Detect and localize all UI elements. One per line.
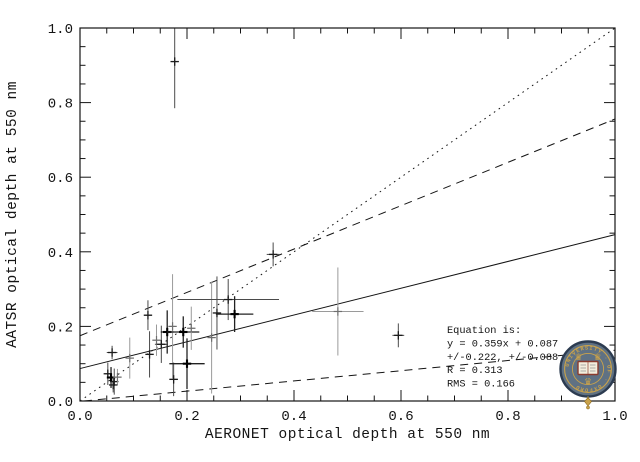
x-tick-label: 0.0 <box>67 409 92 425</box>
y-tick-label: 0.8 <box>48 97 73 113</box>
equation-annotation-line: Equation is: <box>447 325 521 337</box>
crest-crown-icon: ♛ <box>584 378 592 388</box>
crest-gold-ring-inner <box>571 352 605 386</box>
crest-tassel-icon <box>584 396 592 410</box>
y-tick-label: 1.0 <box>48 22 73 38</box>
x-tick-label: 0.8 <box>495 409 520 425</box>
crest-crown-icon: ♛ <box>574 353 582 363</box>
fit-lower-bound <box>83 349 616 402</box>
y-tick-label: 0.2 <box>48 320 73 336</box>
x-tick-label: 0.4 <box>281 409 306 425</box>
x-axis-title: AERONET optical depth at 550 nm <box>205 427 490 443</box>
y-tick-label: 0.0 <box>48 395 73 411</box>
equation-annotation-line: R = 0.313 <box>447 365 503 377</box>
equation-annotation-line: +/-0.222, +/-0.088 <box>447 352 558 364</box>
equation-annotation-line: RMS = 0.166 <box>447 379 515 391</box>
x-tick-label: 0.2 <box>174 409 199 425</box>
fit-upper-bound <box>79 118 616 337</box>
linear-fit <box>79 234 616 370</box>
y-tick-label: 0.4 <box>48 246 73 262</box>
oxford-crest-logo: UNIVERSITY · OF · OXFORD ♛ ♛ ♛ <box>559 340 617 410</box>
y-tick-label: 0.6 <box>48 171 73 187</box>
equation-annotation-line: y = 0.359x + 0.087 <box>447 338 558 350</box>
crest-open-book-icon <box>577 360 599 376</box>
x-tick-label: 1.0 <box>602 409 627 425</box>
one-to-one-line <box>79 27 616 402</box>
crest-crown-icon: ♛ <box>593 353 601 363</box>
crest-gold-ring-outer <box>564 345 612 393</box>
y-axis-title: AATSR optical depth at 550 nm <box>5 81 21 348</box>
x-tick-label: 0.6 <box>388 409 413 425</box>
